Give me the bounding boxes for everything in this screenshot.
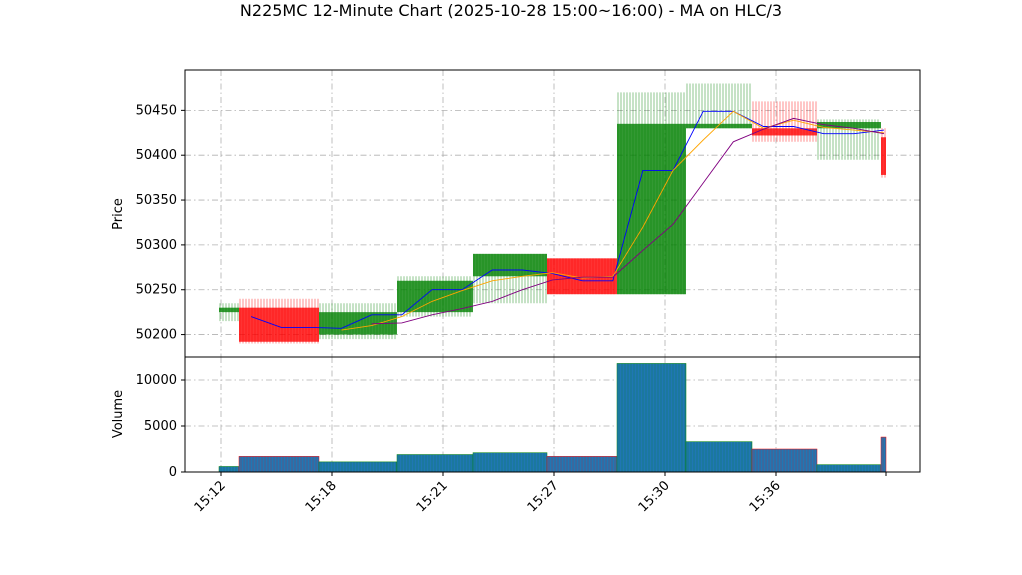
- candle-body: [319, 312, 397, 335]
- volume-hatch: [753, 449, 815, 472]
- ma-line: [250, 110, 885, 329]
- candle-body: [686, 123, 752, 129]
- candle-body: [752, 128, 817, 136]
- volume-hatch: [548, 456, 616, 472]
- volume-tick-label: 5000: [144, 419, 177, 434]
- price-tick-label: 50450: [136, 103, 177, 118]
- candle-body: [617, 123, 686, 295]
- volume-hatch: [474, 452, 545, 472]
- candle-body: [219, 307, 239, 313]
- volume-hatch: [240, 456, 317, 472]
- candle-body: [817, 122, 881, 129]
- x-tick-label: 15:18: [303, 478, 340, 515]
- ma-line: [341, 110, 885, 331]
- price-axis: 50200 50250 50300 50350 50400 50450: [136, 103, 185, 343]
- price-ylabel: Price: [111, 198, 126, 230]
- price-tick-label: 50250: [136, 283, 177, 298]
- ma-line: [371, 117, 885, 325]
- x-tick-label: 15:36: [747, 478, 784, 515]
- candle-body: [473, 253, 547, 277]
- price-tick-label: 50200: [136, 328, 177, 343]
- volume-tick-label: 0: [169, 465, 177, 480]
- volume-axis: 0 5000 10000: [136, 373, 185, 480]
- x-tick-label: 15:12: [192, 478, 229, 515]
- volume-panel-frame: [184, 356, 921, 473]
- chart-title: N225MC 12-Minute Chart (2025-10-28 15:00…: [240, 1, 782, 20]
- volume-bar: [880, 436, 887, 473]
- volume-bar: [616, 363, 687, 473]
- volume-ylabel: Volume: [111, 390, 126, 438]
- volume-grid: [185, 357, 920, 472]
- volume-hatch: [398, 454, 472, 472]
- candle-wick: [686, 83, 751, 129]
- x-axis: 15:12 15:18 15:21 15:27 15:30 15:36: [192, 472, 887, 515]
- ma-lines: [250, 110, 885, 331]
- volume-hatch: [618, 363, 686, 472]
- price-tick-label: 50350: [136, 193, 177, 208]
- x-tick-label: 15:30: [636, 478, 673, 515]
- price-tick-label: 50300: [136, 238, 177, 253]
- volume-tick-label: 10000: [136, 373, 177, 388]
- volume-bars: [218, 363, 887, 473]
- x-tick-label: 15:21: [414, 478, 451, 515]
- candle-body: [239, 307, 319, 342]
- x-tick-label: 15:27: [525, 478, 562, 515]
- candles: [219, 83, 886, 344]
- price-tick-label: 50400: [136, 148, 177, 163]
- volume-hatch: [818, 464, 880, 472]
- volume-hatch: [220, 466, 237, 472]
- volume-bar: [318, 461, 398, 473]
- candle-body: [881, 137, 886, 175]
- volume-hatch: [687, 441, 752, 472]
- candle-body: [547, 258, 617, 295]
- candle-body: [397, 280, 473, 313]
- volume-bar: [751, 448, 818, 473]
- volume-hatch: [320, 461, 397, 472]
